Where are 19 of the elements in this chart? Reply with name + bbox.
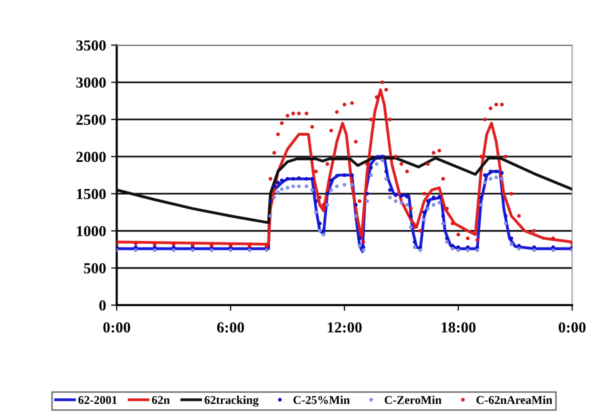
legend-label: C-62nAreaMin [476,396,552,404]
x-tick-label: 6:00 [217,322,244,333]
y-tick-label: 3000 [76,77,106,88]
legend-label: 62n [152,396,170,404]
y-tick-label: 1500 [76,188,106,200]
legend-label: 62-2001 [78,396,117,404]
y-tick-label: 1000 [76,226,106,236]
x-tick-label: 0:00 [103,322,130,333]
y-tick-label: 0 [99,300,106,311]
legend-label: 62tracking [204,396,259,406]
x-tick-label: 0:00 [558,322,586,333]
x-tick-label: 12:00 [328,322,362,333]
legend-label: C-25%Min [293,396,350,404]
x-tick-label: 18:00 [442,322,476,333]
y-tick-label: 2000 [76,152,106,162]
y-tick-label: 3500 [76,40,106,51]
y-tick-label: 500 [84,263,106,274]
legend-label: C-ZeroMin [384,396,442,404]
y-tick-label: 2500 [76,114,106,125]
